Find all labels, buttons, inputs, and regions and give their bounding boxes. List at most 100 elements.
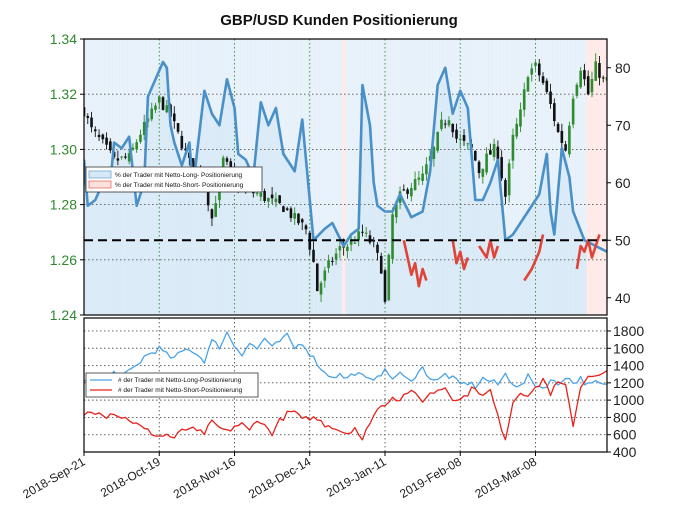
candle-body: [84, 107, 86, 117]
sentiment-shade-band: [518, 39, 523, 315]
candle-body: [124, 156, 127, 158]
sentiment-shade-band: [330, 39, 335, 315]
long-fill-column: [345, 240, 350, 315]
candle-body: [300, 219, 304, 223]
price-legend: % der Trader mit Netto-Long- Positionier…: [85, 166, 263, 193]
candle-body: [101, 134, 105, 140]
long-fill-column: [131, 171, 136, 315]
long-fill-column: [146, 96, 151, 315]
candle-body: [86, 116, 90, 118]
long-fill-column: [496, 159, 501, 315]
long-fill-column: [563, 162, 568, 315]
candle-body: [383, 270, 387, 302]
long-fill-column: [360, 85, 365, 315]
sentiment-shade-band: [401, 39, 407, 315]
long-fill-column: [296, 145, 301, 315]
sentiment-shade-band: [375, 39, 380, 315]
candle-body: [289, 208, 293, 219]
candle-body: [165, 105, 169, 113]
long-fill-column: [353, 231, 358, 315]
long-fill-column: [424, 191, 429, 315]
candle-body: [349, 240, 353, 245]
sentiment-shade-band: [590, 39, 595, 315]
candle-body: [504, 180, 507, 197]
long-fill-column: [240, 156, 245, 315]
candle-body: [560, 130, 564, 143]
candle-body: [594, 61, 598, 81]
candle-body: [285, 208, 289, 210]
candle-body: [489, 150, 492, 155]
long-fill-column: [548, 211, 553, 315]
sentiment-shade-band: [379, 39, 384, 315]
candle-body: [372, 239, 376, 242]
candle-body: [511, 134, 515, 161]
date-axis-ticks: 2018-Sep-21 2018-Oct-19 2018-Nov-16 2018-De…: [20, 452, 539, 501]
candle-body: [376, 244, 379, 253]
candle-body: [304, 225, 308, 230]
candle-body: [413, 179, 417, 191]
count-tick-label: 400: [613, 444, 637, 460]
long-fill-column: [582, 240, 587, 315]
date-tick-label: 2018-Sep-21: [20, 454, 87, 501]
candle-body: [530, 68, 534, 75]
count-lines: [84, 331, 607, 441]
candle-body: [466, 143, 470, 145]
long-fill-column: [401, 201, 407, 315]
long-fill-column: [511, 234, 516, 315]
candle-body: [436, 131, 439, 151]
candle-body: [598, 63, 601, 78]
long-fill-column: [469, 154, 474, 315]
candle-body: [259, 192, 263, 197]
sentiment-shade-band: [405, 39, 410, 315]
sentiment-shade-band: [311, 39, 316, 315]
long-fill-column: [266, 125, 271, 315]
long-fill-column: [183, 154, 188, 315]
sentiment-shade-band: [571, 39, 576, 315]
sentiment-shade-band: [398, 39, 403, 315]
date-tick-label: 2019-Mar-08: [473, 454, 540, 501]
candle-body: [361, 231, 364, 233]
long-fill-column: [544, 154, 550, 315]
price-tick-label: 1.34: [50, 31, 77, 47]
long-fill-column: [541, 174, 546, 315]
long-fill-column: [191, 188, 196, 315]
candle-body: [225, 158, 229, 162]
long-fill-column: [112, 142, 117, 315]
date-tick-label: 2019-Feb-08: [397, 454, 464, 501]
long-fill-column: [281, 154, 286, 315]
price-tick-label: 1.24: [50, 307, 77, 323]
candle-body: [568, 125, 571, 155]
candle-body: [541, 76, 545, 83]
candle-body: [353, 242, 357, 244]
sentiment-shade-band: [383, 39, 388, 315]
long-fill-column: [499, 200, 504, 315]
candle-body: [173, 113, 176, 122]
count-tick-label: 800: [613, 409, 637, 425]
candle-body: [537, 63, 541, 76]
candle-body: [270, 194, 274, 199]
chart-title: GBP/USD Kunden Positionierung: [220, 12, 458, 29]
long-fill-column: [526, 211, 531, 315]
sentiment-shade-band: [548, 39, 553, 315]
candle-body: [451, 124, 455, 133]
long-fill-column: [435, 85, 440, 315]
long-fill-column: [258, 102, 264, 315]
candle-body: [526, 77, 530, 92]
count-tick-label: 1000: [613, 392, 644, 408]
long-fill-column: [274, 108, 279, 315]
candle-body: [263, 191, 266, 201]
long-fill-column: [556, 191, 561, 315]
candle-body: [109, 141, 112, 151]
legend-long-swatch: [88, 170, 112, 179]
long-fill-column: [262, 113, 267, 315]
candle-body: [120, 156, 123, 158]
candle-body: [583, 70, 586, 80]
long-fill-column: [529, 205, 535, 315]
candle-body: [391, 214, 394, 259]
date-tick-label: 2018-Nov-16: [171, 454, 238, 501]
candle-body: [485, 153, 488, 173]
candle-body: [496, 146, 500, 161]
